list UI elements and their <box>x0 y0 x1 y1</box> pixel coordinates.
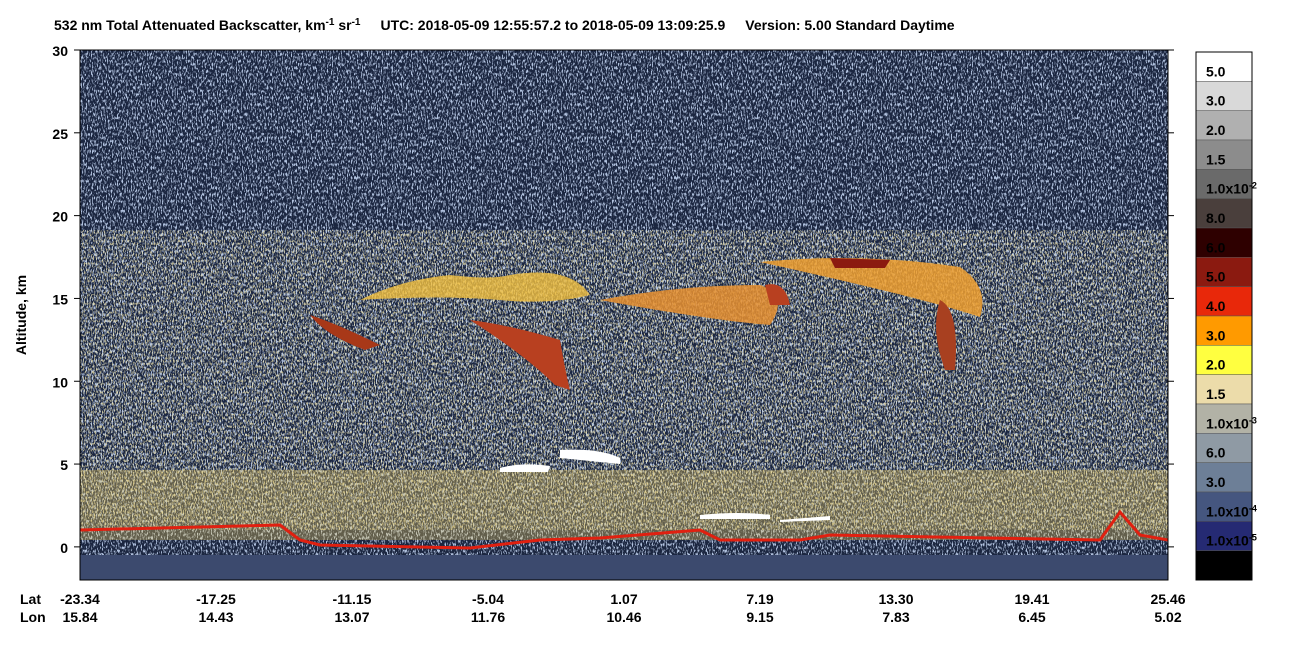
title-part: UTC: 2018-05-09 12:55:57.2 to 2018-05-09… <box>380 17 725 33</box>
colorbar-swatch <box>1195 345 1253 375</box>
colorbar-label: 1.0x10-2 <box>1206 181 1257 197</box>
colorbar-label-exponent: -5 <box>1249 533 1257 543</box>
x-tick-label: 11.76 <box>471 609 505 625</box>
colorbar-label: 5.0 <box>1206 269 1226 285</box>
colorbar-label-text: 2.0 <box>1206 357 1226 373</box>
colorbar-label-text: 2.0 <box>1206 122 1226 138</box>
plot-frame <box>79 49 1169 581</box>
x-tick-label: 13.07 <box>334 609 369 625</box>
x-tick-label: -11.15 <box>333 591 372 607</box>
colorbar-label-text: 5.0 <box>1206 269 1226 285</box>
colorbar-label: 4.0 <box>1206 298 1226 314</box>
x-tick-label: 5.02 <box>1154 609 1181 625</box>
colorbar-label-exponent: -3 <box>1249 415 1257 425</box>
colorbar-label-text: 1.0x10 <box>1206 415 1249 431</box>
chart-title: 532 nm Total Attenuated Backscatter, km-… <box>54 17 955 34</box>
colorbar-label: 1.5 <box>1206 386 1226 402</box>
colorbar-label: 6.0 <box>1206 445 1226 461</box>
title-part: Version: 5.00 Standard Daytime <box>745 17 955 33</box>
colorbar-label-text: 5.0 <box>1206 63 1226 79</box>
colorbar-label-text: 8.0 <box>1206 210 1226 226</box>
title-superscript: -1 <box>326 17 335 28</box>
colorbar-label-text: 1.0x10 <box>1206 503 1249 519</box>
x-tick-label: 14.43 <box>198 609 233 625</box>
colorbar-label: 2.0 <box>1206 122 1226 138</box>
y-tick-label: 0 <box>60 540 68 556</box>
colorbar-label: 1.0x10-5 <box>1206 533 1257 549</box>
colorbar-swatch <box>1195 374 1253 405</box>
colorbar-label-text: 1.5 <box>1206 386 1226 402</box>
x-tick-label: 19.41 <box>1014 591 1049 607</box>
colorbar-swatch <box>1195 550 1253 581</box>
colorbar-swatch <box>1195 403 1253 434</box>
colorbar-label: 1.0x10-3 <box>1206 415 1257 431</box>
colorbar-label-exponent: -4 <box>1249 503 1257 513</box>
x-tick-label: 6.45 <box>1018 609 1045 625</box>
x-tick-label: 13.30 <box>878 591 913 607</box>
colorbar-label-text: 3.0 <box>1206 93 1226 109</box>
x-tick-label: 1.07 <box>610 591 637 607</box>
x-tick-label: -23.34 <box>60 591 100 607</box>
colorbar-swatch <box>1195 315 1253 346</box>
colorbar-label: 3.0 <box>1206 93 1226 109</box>
x-tick-label: -17.25 <box>196 591 236 607</box>
y-axis-label: Altitude, km <box>13 275 29 355</box>
colorbar-label-text: 3.0 <box>1206 327 1226 343</box>
colorbar-label-exponent: -2 <box>1249 181 1257 191</box>
colorbar-label: 1.0x10-4 <box>1206 503 1257 519</box>
title-superscript: -1 <box>352 17 361 28</box>
y-tick-label: 5 <box>60 457 68 473</box>
colorbar-label: 6.0 <box>1206 239 1226 255</box>
colorbar-swatch <box>1195 81 1253 111</box>
x-tick-label: 9.15 <box>746 609 773 625</box>
x-tick-label: 10.46 <box>606 609 641 625</box>
x-tick-label: 7.83 <box>882 609 909 625</box>
colorbar-swatch <box>1195 433 1253 463</box>
x-row-title: Lon <box>20 609 46 625</box>
title-part: sr <box>334 17 352 33</box>
backscatter-image <box>80 50 1168 580</box>
colorbar-frame <box>1195 51 1253 581</box>
y-tick-label: 15 <box>52 291 68 307</box>
x-tick-label: 25.46 <box>1150 591 1185 607</box>
y-tick-label: 20 <box>52 209 68 225</box>
colorbar-label-text: 1.0x10 <box>1206 181 1249 197</box>
colorbar-label-text: 1.0x10 <box>1206 533 1249 549</box>
y-tick-label: 10 <box>52 374 68 390</box>
x-row-title: Lat <box>20 591 41 607</box>
colorbar-swatch <box>1195 491 1253 522</box>
colorbar-label-text: 3.0 <box>1206 474 1226 490</box>
colorbar-label: 5.0 <box>1206 63 1226 79</box>
colorbar-label: 2.0 <box>1206 357 1226 373</box>
colorbar-label: 8.0 <box>1206 210 1226 226</box>
colorbar-label: 3.0 <box>1206 327 1226 343</box>
y-tick-label: 25 <box>52 126 68 142</box>
y-tick-label: 30 <box>52 43 68 59</box>
colorbar-swatch <box>1195 169 1253 199</box>
colorbar-label-text: 6.0 <box>1206 445 1226 461</box>
colorbar-swatch <box>1195 198 1253 229</box>
colorbar-label-text: 1.5 <box>1206 151 1226 167</box>
colorbar-swatch <box>1195 462 1253 493</box>
x-tick-label: 7.19 <box>746 591 773 607</box>
x-tick-label: -5.04 <box>472 591 504 607</box>
x-tick-label: 15.84 <box>62 609 97 625</box>
title-part: 532 nm Total Attenuated Backscatter, km <box>54 17 326 33</box>
colorbar-label: 1.5 <box>1206 151 1226 167</box>
colorbar-label: 3.0 <box>1206 474 1226 490</box>
colorbar-label-text: 6.0 <box>1206 239 1226 255</box>
colorbar-label-text: 4.0 <box>1206 298 1226 314</box>
